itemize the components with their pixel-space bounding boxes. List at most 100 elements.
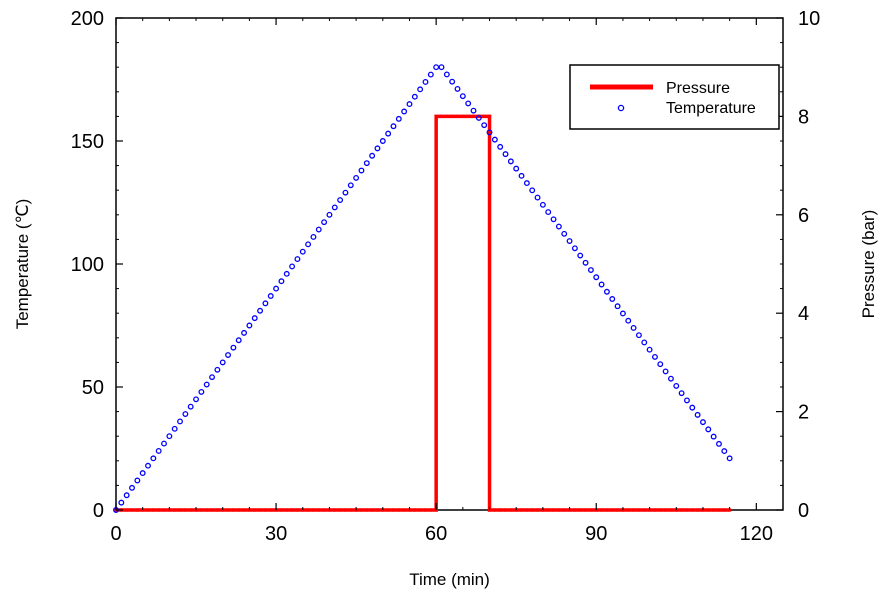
pressure-marker [664,508,668,512]
temperature-point [678,390,685,397]
temperature-point [358,167,365,174]
temperature-point [571,245,578,252]
temperature-point [353,174,360,181]
temperature-point [465,100,472,107]
temperature-point [481,122,488,129]
temperature-point [198,388,205,395]
temperature-point [491,136,498,143]
temperature-point [257,307,264,314]
temperature-point [700,419,706,426]
temperature-point [641,339,648,346]
pressure-marker [653,508,657,512]
temperature-point [411,93,418,100]
temperature-point [299,248,306,255]
pressure-marker [680,508,684,512]
temperature-point [566,238,573,244]
temperature-point [246,322,253,329]
temperature-point [278,278,285,285]
temperature-point [209,374,215,381]
temperature-point [417,86,424,93]
temperature-point [401,108,408,115]
temperature-point [214,366,221,373]
temperature-point [614,303,621,310]
temperature-point [486,129,493,136]
y-tick-label: 100 [71,254,104,276]
temperature-point [347,182,354,189]
temperature-point [283,270,290,277]
temperature-point [406,101,413,108]
x-tick-label: 0 [110,523,121,545]
pressure-marker [519,508,524,512]
axis-labels: Time (min) Temperature (℃) Pressure (bar… [13,199,878,589]
pressure-marker [258,508,262,512]
temperature-point [315,226,322,233]
temperature-point [582,259,589,266]
pressure-marker [615,508,620,512]
y2-tick-label: 6 [798,205,809,227]
temperature-point [166,433,173,440]
pressure-marker [445,114,449,118]
pressure-marker [151,508,155,512]
temperature-point [374,145,381,152]
x-tick-label: 30 [265,523,287,545]
temperature-point [694,411,701,418]
temperature-point [139,470,146,477]
temperature-point [619,310,626,317]
temperature-point [561,230,568,237]
pressure-marker [562,508,566,512]
temperature-point [534,194,541,201]
pressure-marker [322,508,326,512]
temperature-point [267,293,274,299]
temperature-point [529,187,536,194]
temperature-point [203,381,210,388]
pressure-marker [482,114,486,118]
temperature-point [379,138,386,144]
pressure-marker [642,508,646,512]
pressure-marker [359,508,364,512]
pressure-marker [573,508,577,512]
temperature-point [513,165,520,172]
pressure-marker [183,508,187,512]
pressure-marker [205,508,209,512]
legend-box [569,64,780,130]
temperature-point [427,71,434,78]
pressure-marker [162,508,166,512]
pressure-marker [466,114,470,118]
temperature-point [337,197,344,203]
pressure-marker [631,508,636,512]
temperature-point [625,317,632,324]
legend: Pressure Temperature [569,64,780,130]
pressure-marker [279,508,284,512]
temperature-point [161,440,167,447]
y2-tick-label: 0 [798,500,809,522]
pressure-marker [130,508,134,512]
temperature-point [390,123,397,130]
temperature-point [459,93,466,100]
temperature-point [593,274,600,281]
temperature-point [555,223,562,230]
y-tick-label: 150 [71,131,104,153]
pressure-marker [578,508,582,512]
temperature-point [684,397,690,404]
temperature-point [289,263,296,270]
temperature-point [598,281,605,288]
temperature-point [294,256,301,263]
temperature-point [662,368,669,375]
pressure-marker [439,114,444,118]
temperature-point [443,71,450,78]
y2-tick-label: 2 [798,402,809,424]
temperature-point [550,216,557,223]
pressure-marker [546,508,550,512]
temperature-point [454,85,461,92]
pressure-marker [397,508,401,512]
pressure-marker [343,508,348,512]
temperature-point [369,152,376,159]
pressure-marker [386,508,390,512]
legend-swatch-temperature [617,104,625,112]
temperature-point [716,440,722,447]
pressure-marker [551,508,556,512]
y-tick-label: 0 [93,500,104,522]
axis-ticks: 0 30 60 90 120 0 50 100 150 200 0 2 4 6 8 10 [71,8,821,545]
pressure-marker [535,508,540,512]
